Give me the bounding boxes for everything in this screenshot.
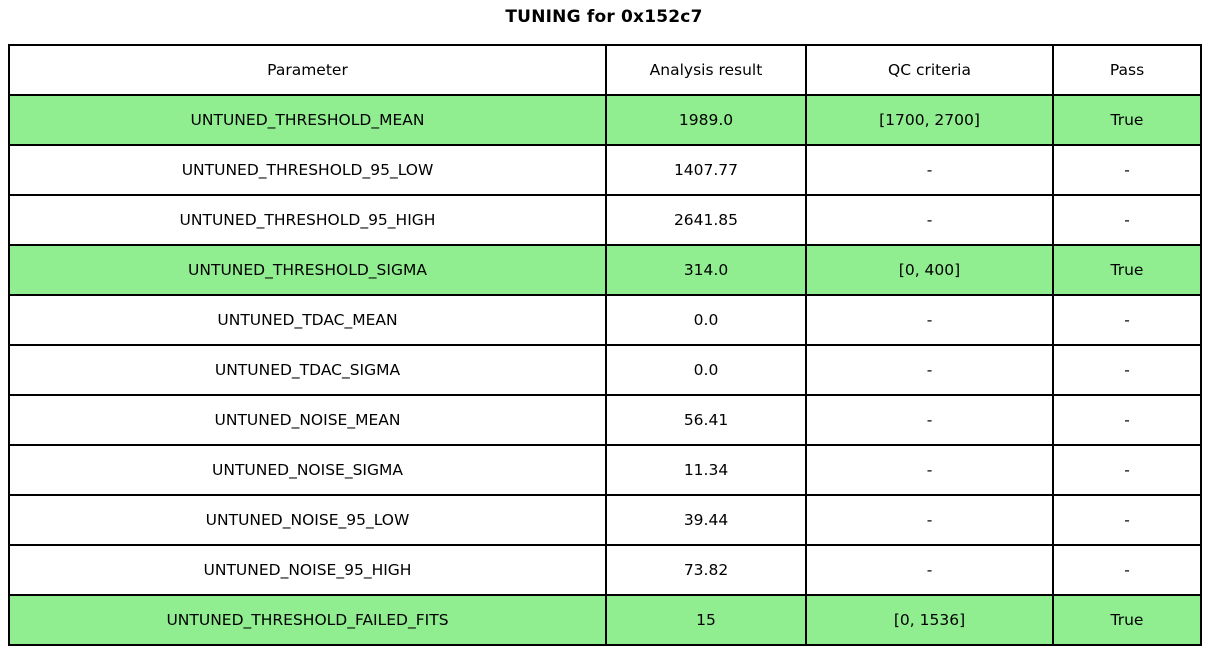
table-row: UNTUNED_THRESHOLD_95_LOW 1407.77- - [8, 144, 1202, 196]
pass-cell: True [1052, 594, 1202, 646]
qc-criteria-cell: - [805, 344, 1054, 396]
table-row: UNTUNED_TDAC_SIGMA 0.0- - [8, 344, 1202, 396]
pass-cell: - [1052, 144, 1202, 196]
table-row: UNTUNED_NOISE_95_HIGH 73.82- - [8, 544, 1202, 596]
analysis-result-cell: 1407.77 [605, 144, 807, 196]
parameter-cell: UNTUNED_THRESHOLD_95_HIGH [8, 194, 607, 246]
pass-cell: True [1052, 94, 1202, 146]
qc-criteria-cell: - [805, 544, 1054, 596]
table-row: UNTUNED_TDAC_MEAN 0.0- - [8, 294, 1202, 346]
table-header: Parameter Analysis result QC criteria Pa… [8, 44, 1202, 96]
analysis-result-cell: 56.41 [605, 394, 807, 446]
parameter-cell: UNTUNED_THRESHOLD_FAILED_FITS [8, 594, 607, 646]
parameter-cell: UNTUNED_THRESHOLD_SIGMA [8, 244, 607, 296]
column-header-analysis-result: Analysis result [605, 44, 807, 96]
analysis-result-cell: 0.0 [605, 344, 807, 396]
analysis-result-cell: 15 [605, 594, 807, 646]
table-row: UNTUNED_NOISE_SIGMA 11.34- - [8, 444, 1202, 496]
pass-cell: - [1052, 444, 1202, 496]
analysis-result-cell: 0.0 [605, 294, 807, 346]
table-row: UNTUNED_THRESHOLD_95_HIGH 2641.85- - [8, 194, 1202, 246]
qc-criteria-cell: - [805, 294, 1054, 346]
table-row: UNTUNED_THRESHOLD_FAILED_FITS 15 [0, 1536]… [8, 594, 1202, 646]
figure-title: TUNING for 0x152c7 [505, 7, 703, 27]
pass-cell: - [1052, 394, 1202, 446]
column-header-qc-criteria: QC criteria [805, 44, 1054, 96]
parameter-cell: UNTUNED_TDAC_SIGMA [8, 344, 607, 396]
analysis-result-cell: 1989.0 [605, 94, 807, 146]
table-row: UNTUNED_THRESHOLD_SIGMA 314.0 [0, 400] True [8, 244, 1202, 296]
pass-cell: - [1052, 194, 1202, 246]
analysis-result-cell: 39.44 [605, 494, 807, 546]
qc-criteria-cell: - [805, 394, 1054, 446]
qc-criteria-cell: - [805, 494, 1054, 546]
qc-criteria-cell: - [805, 144, 1054, 196]
parameter-cell: UNTUNED_THRESHOLD_95_LOW [8, 144, 607, 196]
parameter-cell: UNTUNED_NOISE_95_LOW [8, 494, 607, 546]
qc-results-table: Parameter Analysis result QC criteria Pa… [8, 44, 1202, 646]
qc-criteria-cell: [0, 400] [805, 244, 1054, 296]
qc-criteria-cell: [0, 1536] [805, 594, 1054, 646]
table-body: UNTUNED_THRESHOLD_MEAN 1989.0 [1700, 2700]… [8, 94, 1202, 646]
qc-criteria-cell: - [805, 444, 1054, 496]
parameter-cell: UNTUNED_NOISE_95_HIGH [8, 544, 607, 596]
parameter-cell: UNTUNED_NOISE_MEAN [8, 394, 607, 446]
column-header-parameter: Parameter [8, 44, 607, 96]
parameter-cell: UNTUNED_THRESHOLD_MEAN [8, 94, 607, 146]
qc-criteria-cell: - [805, 194, 1054, 246]
parameter-cell: UNTUNED_TDAC_MEAN [8, 294, 607, 346]
parameter-cell: UNTUNED_NOISE_SIGMA [8, 444, 607, 496]
pass-cell: - [1052, 494, 1202, 546]
qc-criteria-cell: [1700, 2700] [805, 94, 1054, 146]
analysis-result-cell: 2641.85 [605, 194, 807, 246]
pass-cell: - [1052, 544, 1202, 596]
analysis-result-cell: 314.0 [605, 244, 807, 296]
header-row: Parameter Analysis result QC criteria Pa… [8, 44, 1202, 96]
analysis-result-cell: 73.82 [605, 544, 807, 596]
analysis-result-cell: 11.34 [605, 444, 807, 496]
pass-cell: - [1052, 294, 1202, 346]
column-header-pass: Pass [1052, 44, 1202, 96]
table-row: UNTUNED_THRESHOLD_MEAN 1989.0 [1700, 2700]… [8, 94, 1202, 146]
pass-cell: - [1052, 344, 1202, 396]
table-row: UNTUNED_NOISE_MEAN 56.41- - [8, 394, 1202, 446]
table-row: UNTUNED_NOISE_95_LOW 39.44- - [8, 494, 1202, 546]
pass-cell: True [1052, 244, 1202, 296]
